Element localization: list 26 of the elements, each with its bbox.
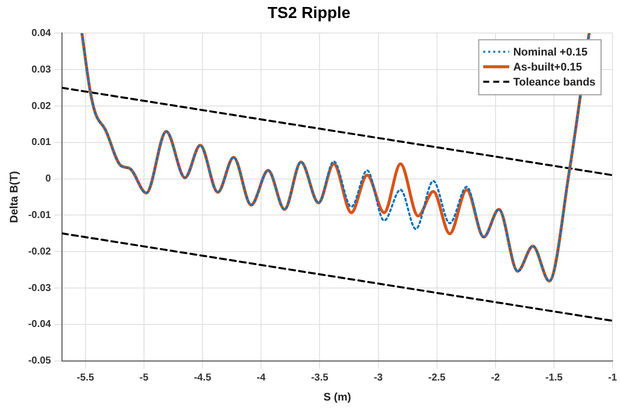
legend-label: Nominal +0.15 — [513, 46, 588, 59]
y-tick-label: 0.01 — [32, 137, 52, 148]
x-tick-label: -2 — [490, 372, 500, 384]
x-tick-label: -1 — [608, 372, 618, 384]
legend-label: As-built+0.15 — [513, 62, 582, 74]
legend-label: Toleance bands — [513, 76, 596, 89]
y-tick-label: -0.04 — [28, 319, 52, 330]
y-tick-label: 0.03 — [32, 64, 52, 76]
y-tick-label: 0 — [45, 174, 52, 185]
y-tick-label: -0.03 — [28, 282, 52, 294]
x-tick-label: -4 — [256, 372, 266, 384]
y-tick-label: -0.01 — [28, 210, 52, 221]
x-tick-label: -4.5 — [194, 372, 212, 384]
x-tick-label: -1.5 — [545, 372, 564, 384]
y-tick-label: 0.02 — [32, 100, 52, 112]
y-tick-label: -0.05 — [28, 356, 52, 367]
x-tick-label: -3 — [374, 372, 384, 384]
y-tick-label: 0.04 — [32, 28, 52, 39]
x-tick-label: -5.5 — [76, 372, 94, 384]
chart-title: TS2 Ripple — [268, 5, 350, 22]
x-tick-label: -3.5 — [311, 372, 329, 384]
x-axis-title: S (m) — [324, 391, 352, 404]
x-tick-label: -5 — [140, 372, 149, 384]
y-tick-label: -0.02 — [28, 246, 52, 258]
y-axis-title: Delta B(T) — [8, 170, 21, 223]
x-tick-label: -2.5 — [428, 372, 446, 384]
